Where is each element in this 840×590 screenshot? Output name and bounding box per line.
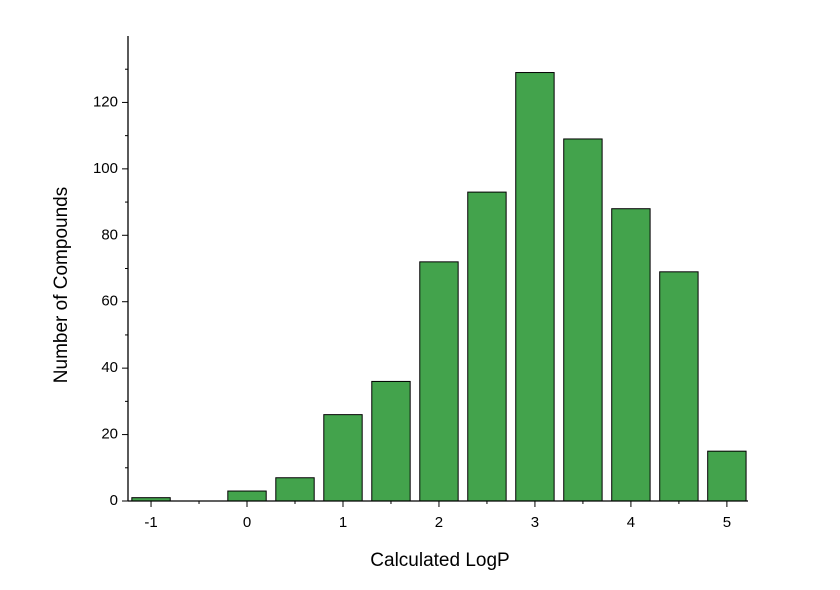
- bar: [611, 208, 651, 502]
- y-tick-label: 120: [93, 93, 118, 110]
- bar: [371, 380, 411, 502]
- bar: [563, 138, 603, 502]
- x-tick-label: 1: [339, 514, 347, 531]
- bar: [227, 490, 267, 502]
- y-tick-label: 20: [101, 426, 118, 443]
- x-tick-label: -1: [144, 514, 157, 531]
- y-tick-label: 40: [101, 359, 118, 376]
- bar: [275, 477, 315, 502]
- y-tick-label: 60: [101, 293, 118, 310]
- y-axis-label: Number of Compounds: [51, 187, 72, 383]
- bar: [515, 72, 555, 502]
- bar: [419, 261, 459, 502]
- x-tick-label: 3: [531, 514, 539, 531]
- x-tick-label: 0: [243, 514, 251, 531]
- x-tick-label: 4: [627, 514, 635, 531]
- bar: [659, 271, 699, 502]
- bar: [707, 450, 747, 502]
- bar: [323, 414, 363, 502]
- x-tick-label: 5: [723, 514, 731, 531]
- y-tick-label: 100: [93, 160, 118, 177]
- bar: [467, 191, 507, 502]
- x-tick-label: 2: [435, 514, 443, 531]
- y-tick-label: 80: [101, 226, 118, 243]
- y-tick-label: 0: [110, 492, 118, 509]
- x-axis-label: Calculated LogP: [370, 550, 509, 571]
